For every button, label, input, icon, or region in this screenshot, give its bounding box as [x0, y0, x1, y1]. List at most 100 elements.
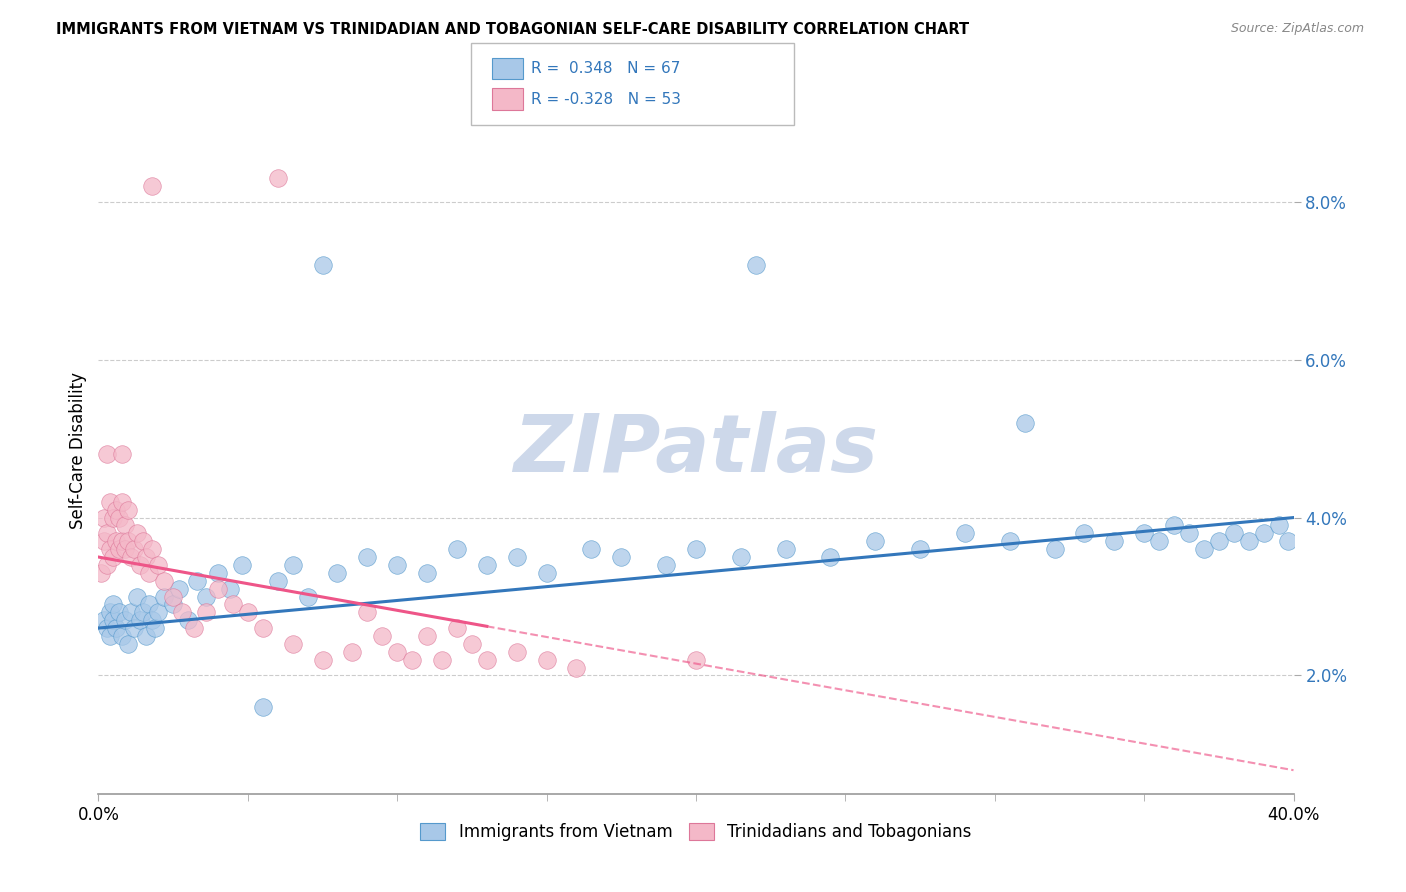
Point [120, 549, 142, 564]
Point [1163, 518, 1185, 533]
Point [93, 613, 115, 627]
Point [610, 549, 633, 564]
Point [461, 637, 484, 651]
Point [252, 621, 274, 635]
Point [96, 621, 118, 635]
Point [195, 605, 218, 619]
Point [105, 534, 128, 549]
Point [90, 566, 112, 580]
Point [430, 653, 453, 667]
Point [98, 495, 122, 509]
Point [103, 510, 125, 524]
Point [148, 558, 170, 572]
Point [252, 700, 274, 714]
Point [124, 621, 146, 635]
Text: R =  0.348   N = 67: R = 0.348 N = 67 [531, 62, 681, 76]
Point [114, 518, 136, 533]
Point [581, 542, 603, 557]
Point [183, 621, 205, 635]
Point [132, 605, 155, 619]
Point [565, 660, 588, 674]
Point [1277, 534, 1299, 549]
Point [132, 534, 155, 549]
Point [267, 171, 290, 186]
Point [1223, 526, 1246, 541]
Point [730, 549, 752, 564]
Point [98, 542, 122, 557]
Point [177, 613, 200, 627]
Point [127, 526, 149, 541]
Point [865, 534, 887, 549]
Legend: Immigrants from Vietnam, Trinidadians and Tobagonians: Immigrants from Vietnam, Trinidadians an… [413, 816, 979, 847]
Point [326, 566, 349, 580]
Point [416, 566, 439, 580]
Point [820, 549, 842, 564]
Point [998, 534, 1021, 549]
Point [506, 549, 529, 564]
Point [93, 534, 115, 549]
Point [141, 542, 163, 557]
Point [114, 613, 136, 627]
Point [108, 510, 131, 524]
Y-axis label: Self-Care Disability: Self-Care Disability [69, 372, 87, 529]
Point [1178, 526, 1201, 541]
Point [231, 558, 253, 572]
Point [105, 621, 128, 635]
Point [506, 645, 529, 659]
Point [172, 605, 194, 619]
Point [356, 605, 378, 619]
Point [685, 542, 707, 557]
Point [475, 653, 498, 667]
Point [775, 542, 797, 557]
Point [96, 558, 118, 572]
Point [117, 502, 139, 516]
Point [1192, 542, 1215, 557]
Point [219, 582, 242, 596]
Point [111, 495, 134, 509]
Point [153, 574, 176, 588]
Point [105, 502, 128, 516]
Point [162, 598, 184, 612]
Point [416, 629, 439, 643]
Point [129, 613, 152, 627]
Text: R = -0.328   N = 53: R = -0.328 N = 53 [531, 92, 682, 106]
Point [108, 605, 131, 619]
Point [143, 621, 166, 635]
Point [96, 526, 118, 541]
Point [297, 590, 319, 604]
Point [1043, 542, 1066, 557]
Point [96, 447, 118, 461]
Point [908, 542, 931, 557]
Point [93, 510, 115, 524]
Point [98, 629, 122, 643]
Point [98, 605, 122, 619]
Point [401, 653, 423, 667]
Point [138, 566, 160, 580]
Text: Source: ZipAtlas.com: Source: ZipAtlas.com [1230, 22, 1364, 36]
Point [111, 629, 134, 643]
Point [141, 179, 163, 194]
Point [207, 582, 229, 596]
Point [267, 574, 290, 588]
Point [186, 574, 208, 588]
Point [120, 605, 142, 619]
Point [1208, 534, 1230, 549]
Point [1237, 534, 1260, 549]
Point [135, 549, 157, 564]
Point [141, 613, 163, 627]
Text: ZIPatlas: ZIPatlas [513, 411, 879, 490]
Point [1267, 518, 1289, 533]
Point [111, 447, 134, 461]
Point [1253, 526, 1275, 541]
Point [311, 653, 333, 667]
Point [148, 605, 170, 619]
Point [311, 258, 333, 272]
Point [124, 542, 146, 557]
Point [953, 526, 976, 541]
Point [222, 598, 245, 612]
Point [195, 590, 218, 604]
Point [153, 590, 176, 604]
Point [117, 637, 139, 651]
Point [1133, 526, 1156, 541]
Point [655, 558, 678, 572]
